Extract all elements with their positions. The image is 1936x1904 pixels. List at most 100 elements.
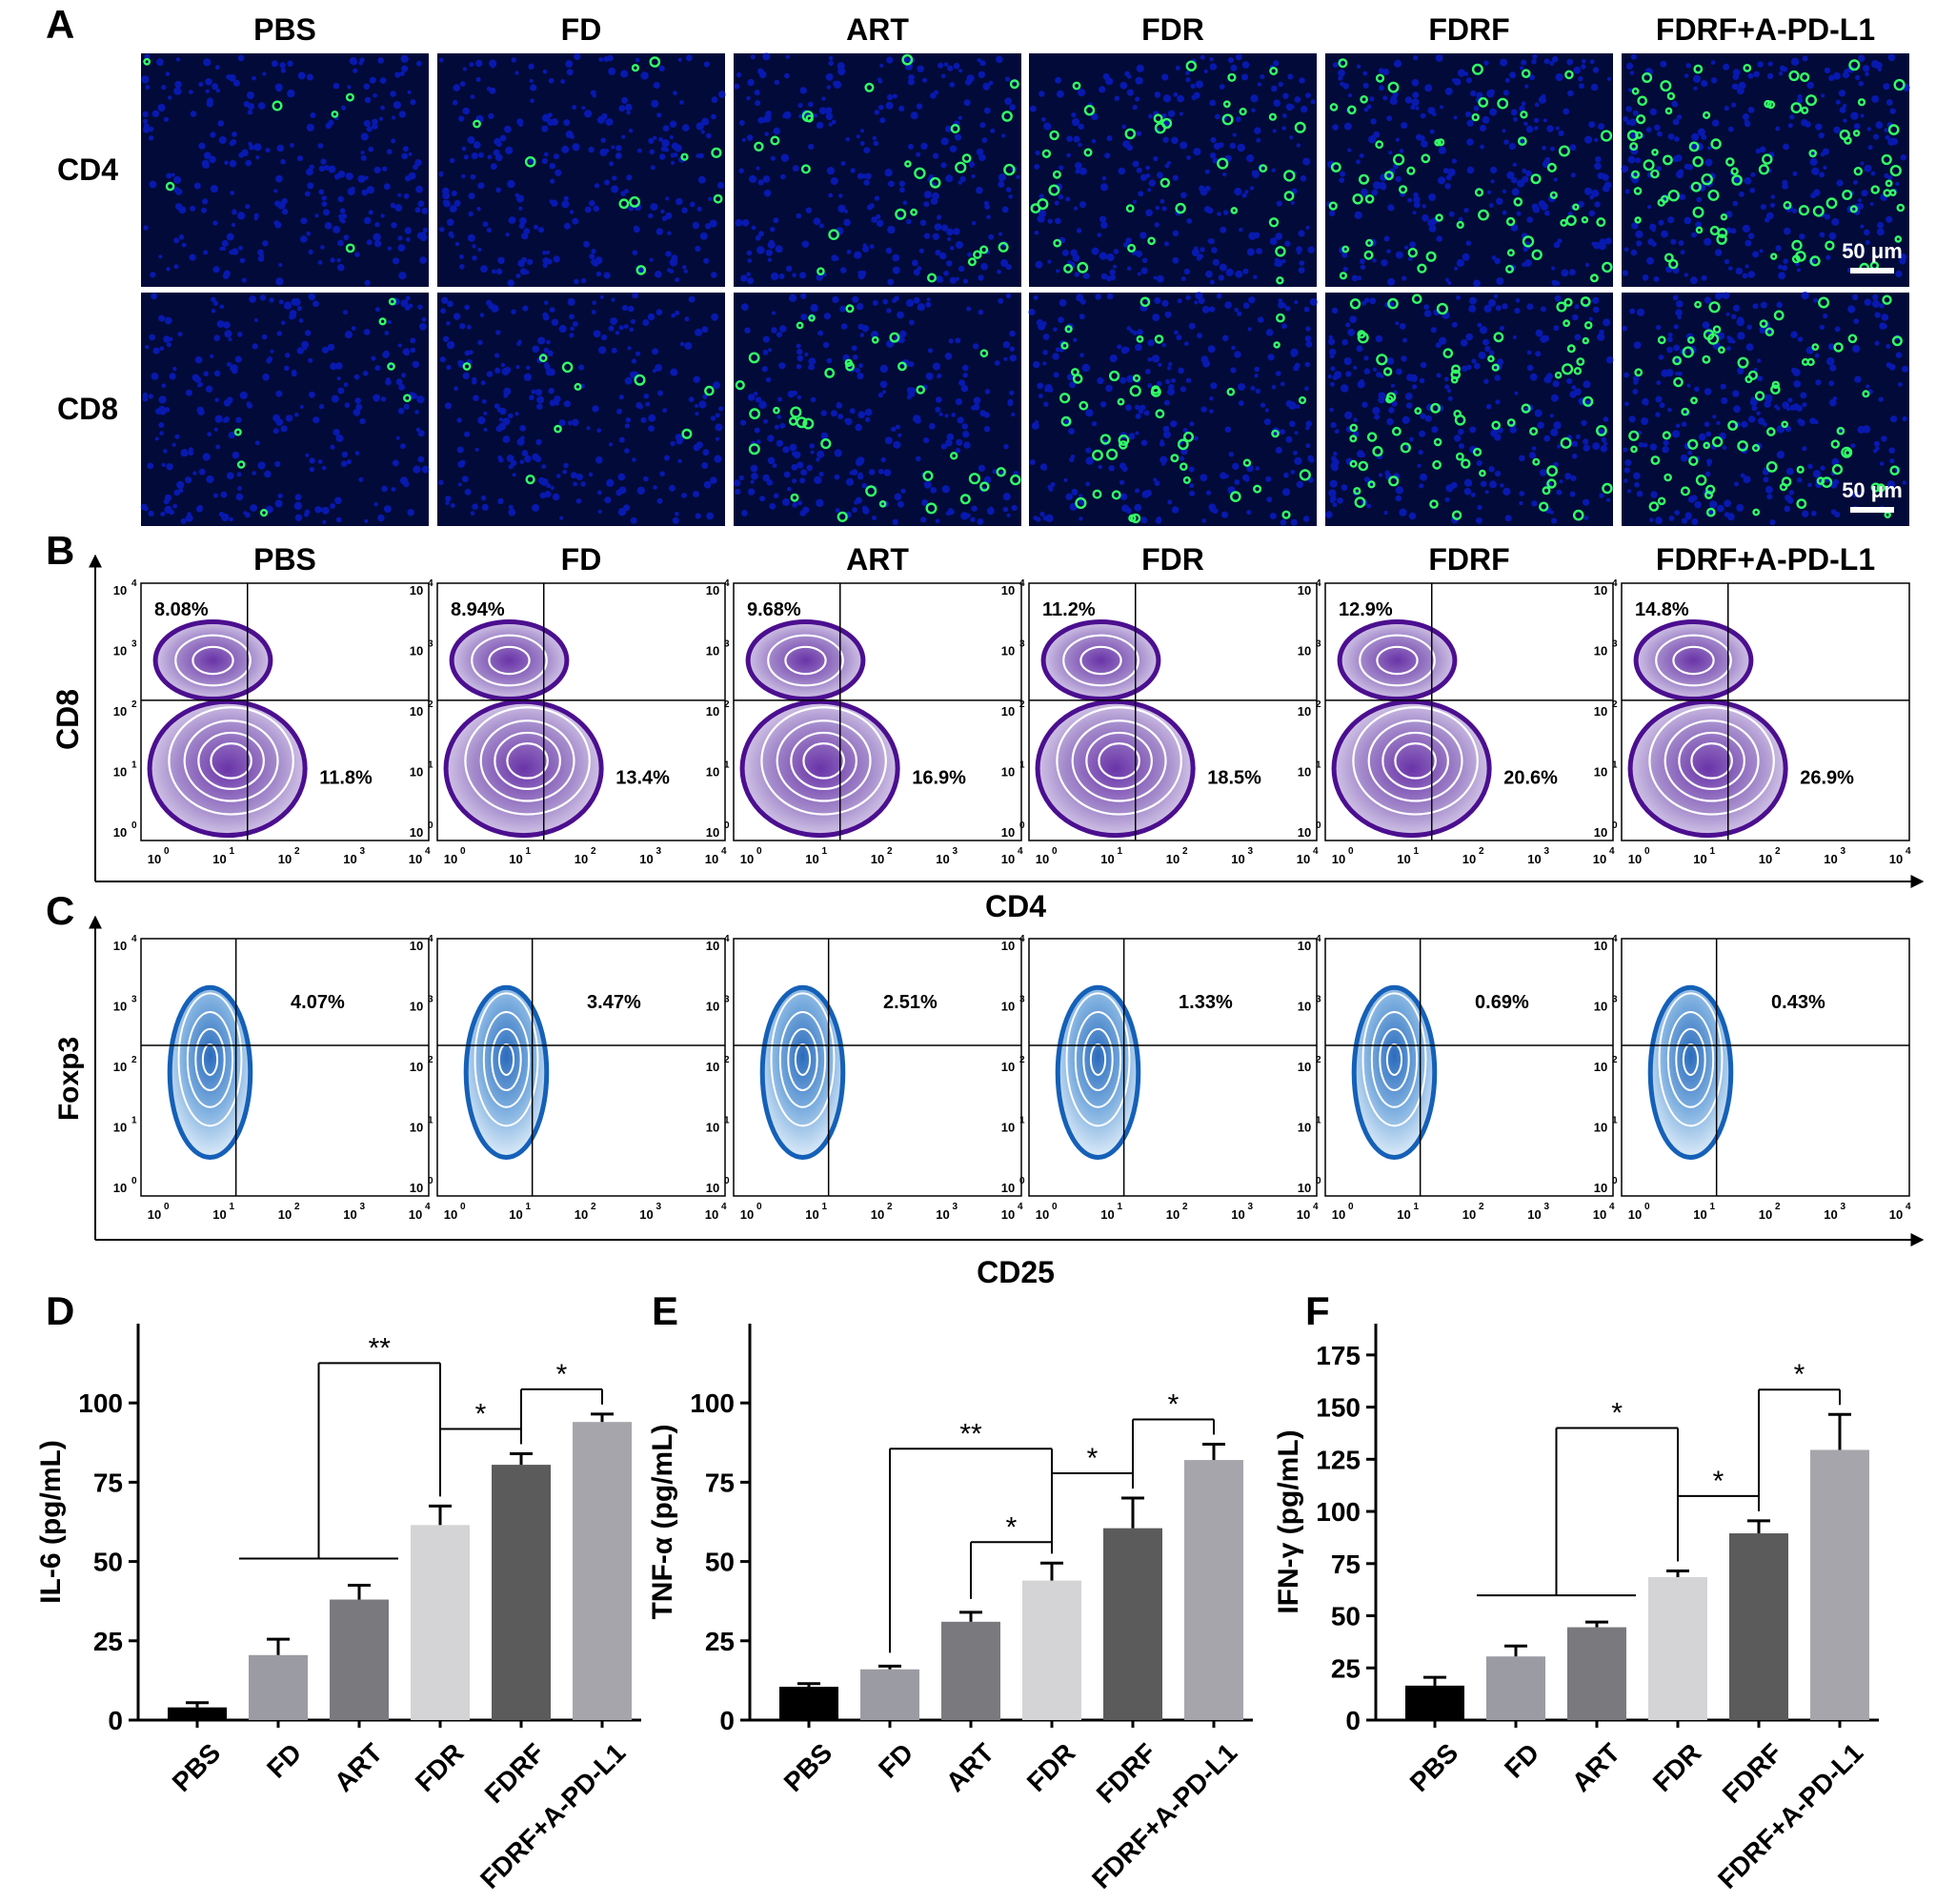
nucleus [716,181,725,190]
nucleus [166,342,171,348]
nucleus [1630,53,1637,60]
nucleus [415,427,421,433]
marker-positive-cell [808,314,816,322]
marker-positive-cell [1132,374,1141,383]
nucleus [467,324,472,330]
nucleus [1874,340,1880,346]
nucleus [923,191,933,199]
nucleus [534,389,543,396]
nucleus [1237,143,1245,152]
marker-positive-cell [773,406,780,415]
micrograph-tile [437,292,725,526]
x-tick-label: 10 [1824,852,1837,866]
nucleus [321,195,327,201]
nucleus [232,209,236,213]
x-tick-label: 10 [1824,1207,1837,1222]
nucleus [1065,196,1071,202]
nucleus [403,403,410,410]
nucleus [1242,302,1250,310]
nucleus [1329,479,1338,488]
nucleus [274,221,282,229]
nucleus [625,103,633,111]
scale-bar-label: 50 μm [1842,239,1903,263]
nucleus [1304,386,1309,392]
nucleus [1251,108,1256,113]
nucleus [142,392,149,398]
nucleus [1372,406,1381,415]
nucleus [1280,429,1285,435]
nucleus [1145,165,1151,171]
nucleus [955,398,963,406]
nucleus [935,396,942,403]
nucleus [551,318,559,326]
nucleus [275,174,283,183]
nucleus [1692,74,1702,83]
marker-positive-cell [1672,355,1683,366]
nucleus [1427,218,1436,228]
nucleus [962,373,968,378]
nucleus [596,490,602,496]
marker-positive-cell [901,53,914,66]
nucleus [1621,165,1629,173]
nucleus [1423,310,1432,317]
nucleus [1109,354,1118,363]
marker-positive-cell [1009,79,1019,90]
marker-positive-cell [1844,136,1852,145]
nucleus [470,511,475,516]
marker-positive-cell [1705,507,1716,517]
nucleus [1127,74,1132,79]
marker-positive-cell [1657,496,1666,506]
nucleus [252,75,256,81]
nucleus [1283,472,1289,478]
nucleus [864,408,873,416]
nucleus [1198,253,1203,259]
nucleus [1704,158,1713,167]
nucleus [148,135,154,141]
nucleus [394,204,403,212]
nucleus [928,422,936,430]
nucleus [1042,334,1050,340]
nucleus [1401,122,1408,130]
nucleus [800,314,808,321]
nucleus [1743,476,1751,484]
marker-positive-cell [1731,174,1743,186]
nucleus [1775,245,1782,252]
nucleus [1392,91,1399,98]
nucleus [1540,306,1546,313]
nucleus [1285,435,1293,443]
nucleus [609,161,615,167]
x-tick-exponent: 1 [526,1202,532,1212]
nucleus [949,81,956,88]
nucleus [1649,223,1657,231]
nucleus [347,85,352,90]
nucleus [1119,479,1125,485]
x-tick-label: 10 [509,1207,522,1222]
significance-label: ** [369,1332,392,1364]
nucleus [813,113,818,118]
nucleus [323,209,330,216]
nucleus [930,487,938,494]
nucleus [1554,422,1559,427]
nucleus [766,479,774,486]
nucleus [1422,204,1427,209]
nucleus [1704,471,1711,477]
marker-positive-cell [1414,407,1422,415]
nucleus [257,255,265,262]
nucleus [1047,259,1052,264]
nucleus [1495,399,1501,405]
nucleus [1171,377,1176,383]
nucleus [768,348,773,353]
x-tick-label: ART [329,1737,389,1797]
x-tick-label: 10 [1693,852,1706,866]
nucleus [624,448,630,454]
marker-positive-cell [1429,499,1439,509]
nucleus [1532,53,1538,60]
marker-positive-cell [845,361,855,372]
y-tick-exponent: 0 [1612,1176,1618,1186]
y-tick-exponent: 2 [1612,699,1618,710]
nucleus [213,370,221,377]
nucleus [818,331,824,336]
marker-positive-cell [1372,446,1383,457]
marker-positive-cell [1821,476,1833,488]
nucleus [1163,399,1170,406]
